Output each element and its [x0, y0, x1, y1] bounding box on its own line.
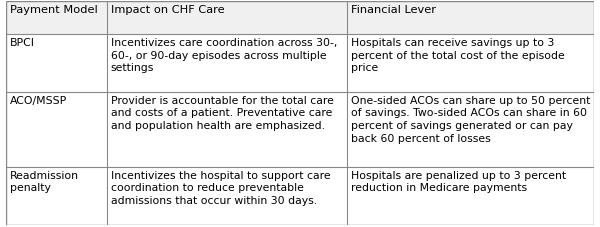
Bar [347, 92, 594, 167]
Bar [6, 92, 107, 167]
Bar [107, 2, 347, 35]
Text: Incentivizes care coordination across 30-,
60-, or 90-day episodes across multip: Incentivizes care coordination across 30… [110, 38, 337, 73]
Text: Payment Model: Payment Model [10, 5, 97, 15]
Text: BPCI: BPCI [10, 38, 35, 47]
Text: Readmission
penalty: Readmission penalty [10, 170, 79, 192]
Bar [347, 35, 594, 92]
Bar [6, 167, 107, 225]
Bar [6, 2, 107, 35]
Bar [6, 35, 107, 92]
Text: ACO/MSSP: ACO/MSSP [10, 95, 67, 105]
Text: Hospitals can receive savings up to 3
percent of the total cost of the episode
p: Hospitals can receive savings up to 3 pe… [350, 38, 565, 73]
Bar [107, 35, 347, 92]
Text: Financial Lever: Financial Lever [350, 5, 436, 15]
Text: Hospitals are penalized up to 3 percent
reduction in Medicare payments: Hospitals are penalized up to 3 percent … [350, 170, 566, 192]
Text: Provider is accountable for the total care
and costs of a patient. Preventative : Provider is accountable for the total ca… [110, 95, 334, 131]
Text: One-sided ACOs can share up to 50 percent
of savings. Two-sided ACOs can share i: One-sided ACOs can share up to 50 percen… [350, 95, 590, 143]
Bar [107, 167, 347, 225]
Bar [107, 92, 347, 167]
Text: Incentivizes the hospital to support care
coordination to reduce preventable
adm: Incentivizes the hospital to support car… [110, 170, 330, 205]
Bar [347, 2, 594, 35]
Bar [347, 167, 594, 225]
Text: Impact on CHF Care: Impact on CHF Care [110, 5, 224, 15]
